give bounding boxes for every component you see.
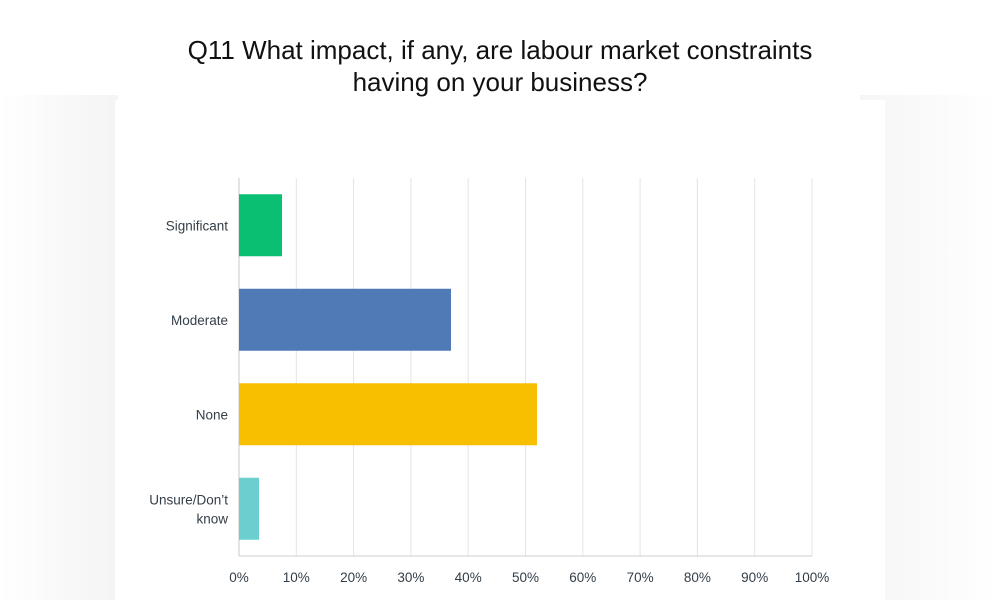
x-tick-label: 0% — [229, 570, 249, 585]
x-tick-label: 20% — [340, 570, 367, 585]
x-tick-label: 60% — [569, 570, 596, 585]
chart-title-line-2: having on your business? — [352, 67, 648, 97]
bar — [239, 383, 537, 446]
bar — [239, 194, 282, 257]
bar — [239, 288, 452, 351]
category-label: Significant — [166, 218, 229, 233]
x-tick-label: 70% — [627, 570, 654, 585]
x-tick-label: 10% — [283, 570, 310, 585]
x-tick-label: 80% — [684, 570, 711, 585]
category-label: None — [196, 407, 228, 422]
category-label: Moderate — [171, 313, 228, 328]
x-tick-label: 50% — [512, 570, 539, 585]
x-tick-label: 100% — [795, 570, 830, 585]
background-shade-left — [0, 95, 118, 600]
x-tick-label: 30% — [397, 570, 424, 585]
x-tick-label: 90% — [741, 570, 768, 585]
category-label: Unsure/Don’t — [149, 492, 228, 507]
chart-title: Q11 What impact, if any, are labour mark… — [0, 34, 1000, 98]
category-label: know — [196, 511, 228, 526]
x-tick-label: 40% — [455, 570, 482, 585]
bar — [239, 477, 260, 540]
chart-title-line-1: Q11 What impact, if any, are labour mark… — [187, 35, 813, 65]
